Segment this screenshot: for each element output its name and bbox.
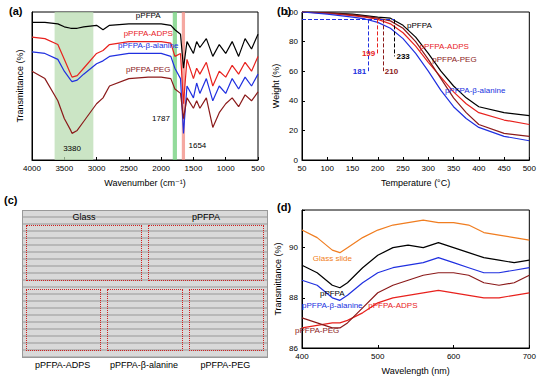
svg-text:100: 100: [284, 7, 298, 17]
svg-text:0: 0: [293, 155, 298, 165]
svg-text:1500: 1500: [185, 164, 203, 173]
svg-text:500: 500: [251, 164, 265, 173]
svg-text:pPFPA-β-alanine: pPFPA-β-alanine: [445, 86, 506, 95]
svg-text:200: 200: [371, 164, 385, 173]
svg-text:pPFPA-ADPS: pPFPA-ADPS: [124, 29, 173, 38]
svg-text:Weight (%): Weight (%): [271, 64, 281, 108]
svg-text:Glass slide: Glass slide: [313, 254, 353, 263]
html-text:pPFPA-β-alanine: pPFPA-β-alanine: [110, 360, 178, 370]
svg-text:40: 40: [289, 96, 298, 105]
svg-text:233: 233: [396, 52, 410, 61]
svg-text:pPFPA: pPFPA: [136, 11, 161, 20]
svg-text:(a): (a): [9, 5, 23, 17]
svg-text:pPFPA-ADPS: pPFPA-ADPS: [420, 42, 469, 51]
svg-text:pPFPA-β-alanine: pPFPA-β-alanine: [118, 41, 179, 50]
svg-text:Temperature (°C): Temperature (°C): [381, 178, 450, 188]
svg-text:400: 400: [295, 352, 309, 361]
html-text:pPFPA: pPFPA: [192, 212, 220, 222]
svg-text:2500: 2500: [120, 164, 138, 173]
svg-text:20: 20: [289, 126, 298, 135]
svg-text:Wavelength (nm): Wavelength (nm): [382, 366, 450, 376]
svg-text:700: 700: [523, 352, 537, 361]
svg-text:pPFPA-PEG: pPFPA-PEG: [126, 65, 170, 74]
svg-text:450: 450: [497, 164, 511, 173]
svg-text:1787: 1787: [152, 114, 170, 123]
svg-text:pPFPA: pPFPA: [407, 21, 432, 30]
svg-text:150: 150: [346, 164, 360, 173]
svg-text:199: 199: [362, 49, 376, 58]
svg-text:500: 500: [523, 164, 537, 173]
html-text:(c): (c): [4, 194, 18, 206]
svg-text:3380: 3380: [63, 144, 81, 153]
svg-text:2000: 2000: [152, 164, 170, 173]
svg-text:88: 88: [289, 293, 298, 302]
svg-text:50: 50: [298, 164, 307, 173]
svg-text:300: 300: [422, 164, 436, 173]
svg-text:1000: 1000: [217, 164, 235, 173]
svg-text:4000: 4000: [23, 164, 41, 173]
svg-text:600: 600: [447, 352, 461, 361]
svg-text:500: 500: [371, 352, 385, 361]
svg-text:400: 400: [472, 164, 486, 173]
svg-text:210: 210: [385, 67, 399, 76]
svg-text:3500: 3500: [55, 164, 73, 173]
svg-text:250: 250: [396, 164, 410, 173]
svg-text:pPFPA-PEG: pPFPA-PEG: [432, 55, 476, 64]
svg-text:80: 80: [289, 37, 298, 46]
svg-text:60: 60: [289, 67, 298, 76]
svg-text:Wavenumber (cm⁻¹): Wavenumber (cm⁻¹): [104, 178, 185, 188]
html-text:pPFPA-ADPS: pPFPA-ADPS: [35, 360, 91, 370]
svg-text:86: 86: [289, 343, 298, 353]
svg-text:(b): (b): [277, 5, 291, 17]
svg-text:350: 350: [447, 164, 461, 173]
svg-text:1654: 1654: [188, 141, 206, 150]
svg-text:pPFPA: pPFPA: [320, 289, 345, 298]
svg-text:pPFPA-β-alanine: pPFPA-β-alanine: [302, 301, 363, 310]
svg-text:100: 100: [321, 164, 335, 173]
html-text:pPFPA-PEG: pPFPA-PEG: [200, 360, 251, 370]
svg-text:(d): (d): [277, 201, 291, 213]
svg-text:181: 181: [353, 67, 367, 76]
svg-text:Transmittance (%): Transmittance (%): [15, 49, 25, 122]
svg-text:3000: 3000: [88, 164, 106, 173]
svg-text:90: 90: [289, 243, 298, 252]
html-text:Glass: Glass: [72, 212, 96, 222]
svg-text:Transmittance (%): Transmittance (%): [273, 242, 283, 315]
svg-text:pPFPA-PEG: pPFPA-PEG: [295, 326, 339, 335]
svg-text:pPFPA-ADPS: pPFPA-ADPS: [368, 301, 417, 310]
